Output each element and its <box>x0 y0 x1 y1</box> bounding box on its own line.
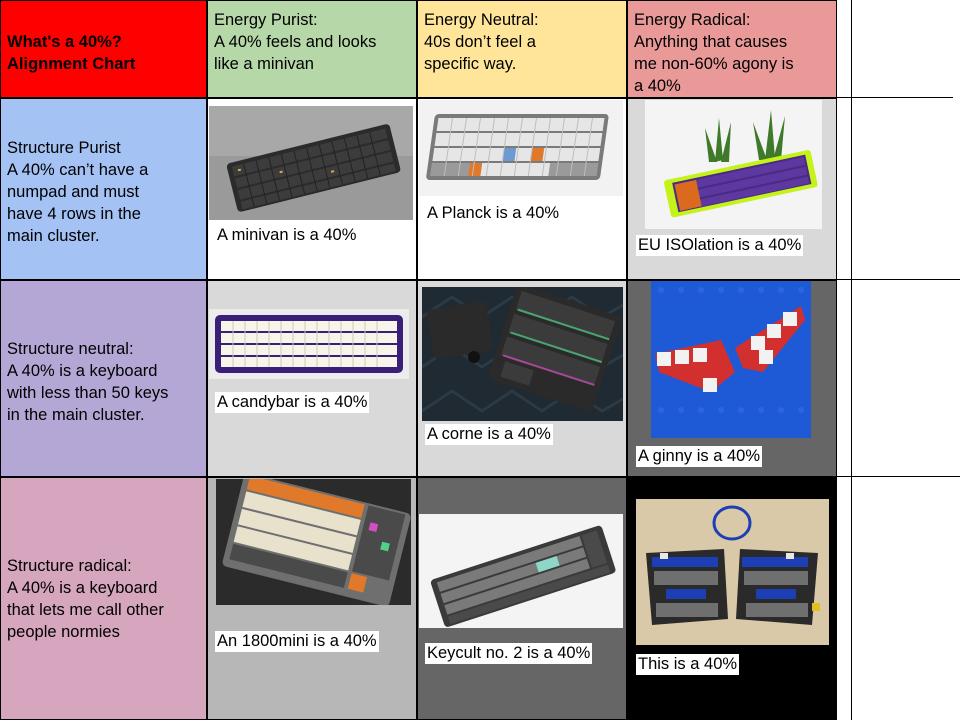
cell-purist-purist: A minivan is a 40% <box>207 98 417 280</box>
row-header-structure-neutral: Structure neutral: A 40% is a keyboard w… <box>0 280 207 477</box>
cell-radical-purist: An 1800mini is a 40% <box>207 477 417 720</box>
keyboard-ginny-lego-photo <box>651 281 811 438</box>
cell-caption: An 1800mini is a 40% <box>215 631 379 652</box>
cell-radical-neutral: Keycult no. 2 is a 40% <box>417 477 627 720</box>
row-description: with less than 50 keys <box>7 384 169 402</box>
row-title: Structure neutral: <box>7 340 134 358</box>
row-description: A 40% can’t have a <box>7 161 149 179</box>
chart-title-line-1: What's a 40%? <box>7 33 122 51</box>
keyboard-planck-photo <box>419 100 623 196</box>
row-description: main cluster. <box>7 227 100 245</box>
cell-caption: A minivan is a 40% <box>215 225 359 246</box>
column-description: me non-60% agony is <box>634 55 794 73</box>
cell-purist-radical: EU ISOlation is a 40% <box>627 98 837 280</box>
column-title: Energy Purist: <box>214 11 318 29</box>
keyboard-candybar-photo <box>209 309 409 379</box>
row-description: people normies <box>7 623 120 641</box>
column-header-energy-radical: Energy Radical: Anything that causes me … <box>627 0 837 98</box>
row-title: Structure radical: <box>7 557 132 575</box>
keyboard-keycult-photo <box>419 514 623 628</box>
column-header-energy-neutral: Energy Neutral: 40s don’t feel a specifi… <box>417 0 627 98</box>
column-description: A 40% feels and looks <box>214 33 377 51</box>
column-header-energy-purist: Energy Purist: A 40% feels and looks lik… <box>207 0 417 98</box>
chart-title-line-2: Alignment Chart <box>7 55 136 73</box>
chart-title: What's a 40%? Alignment Chart <box>7 31 200 75</box>
cell-caption: A ginny is a 40% <box>636 446 762 467</box>
row-description: A 40% is a keyboard <box>7 579 158 597</box>
column-description: Anything that causes <box>634 33 788 51</box>
row-description: A 40% is a keyboard <box>7 362 158 380</box>
right-column-divider <box>851 0 852 720</box>
right-column-row-line <box>837 97 953 98</box>
cell-neutral-neutral: A corne is a 40% <box>417 280 627 477</box>
cell-caption: This is a 40% <box>636 654 740 675</box>
column-description: like a minivan <box>214 55 314 73</box>
cell-radical-radical: This is a 40% <box>627 477 837 720</box>
corner-cell: What's a 40%? Alignment Chart <box>0 0 207 98</box>
keyboard-1800mini-photo <box>216 479 411 605</box>
column-description: a 40% <box>634 77 681 95</box>
keyboard-minivan-photo <box>209 106 413 220</box>
row-header-structure-radical: Structure radical: A 40% is a keyboard t… <box>0 477 207 720</box>
cell-caption: A corne is a 40% <box>425 424 553 445</box>
cell-caption: EU ISOlation is a 40% <box>636 235 804 256</box>
cell-caption: Keycult no. 2 is a 40% <box>425 643 593 664</box>
row-header-structure-purist: Structure Purist A 40% can’t have a nump… <box>0 98 207 280</box>
cell-purist-neutral: A Planck is a 40% <box>417 98 627 280</box>
keyboard-corne-photo <box>422 287 623 421</box>
cell-caption: A candybar is a 40% <box>215 392 370 413</box>
row-description: that lets me call other <box>7 601 164 619</box>
right-column-row-line <box>837 476 960 477</box>
row-title: Structure Purist <box>7 139 121 157</box>
row-description: numpad and must <box>7 183 140 201</box>
row-description: in the main cluster. <box>7 406 145 424</box>
column-description: 40s don’t feel a <box>424 33 536 51</box>
column-description: specific way. <box>424 55 517 73</box>
column-title: Energy Neutral: <box>424 11 539 29</box>
cell-neutral-purist: A candybar is a 40% <box>207 280 417 477</box>
cell-neutral-radical: A ginny is a 40% <box>627 280 837 477</box>
keyboard-isolation-plant-photo <box>645 100 822 229</box>
column-title: Energy Radical: <box>634 11 751 29</box>
cell-caption: A Planck is a 40% <box>425 203 562 224</box>
right-column-row-line <box>837 279 960 280</box>
keyboard-split-photo <box>636 499 829 645</box>
row-description: have 4 rows in the <box>7 205 141 223</box>
